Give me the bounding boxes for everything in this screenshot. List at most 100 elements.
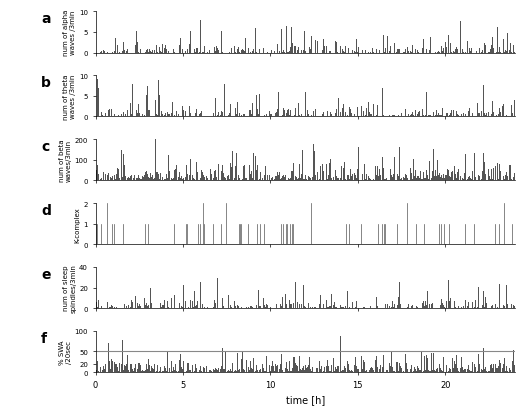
Bar <box>286 304 287 308</box>
Bar <box>406 363 407 372</box>
Bar <box>290 110 292 117</box>
Bar <box>165 114 166 117</box>
Bar <box>464 173 465 181</box>
Bar <box>147 49 148 54</box>
Bar <box>304 370 305 372</box>
Bar <box>144 371 145 372</box>
Bar <box>339 176 340 181</box>
Bar <box>116 364 117 372</box>
Bar <box>483 86 484 117</box>
Bar <box>496 52 497 54</box>
Bar <box>103 51 104 54</box>
Bar <box>408 304 409 308</box>
Bar <box>250 52 251 54</box>
Bar <box>379 51 380 54</box>
Bar <box>236 115 237 117</box>
Bar <box>347 361 348 372</box>
Bar <box>395 116 396 117</box>
Bar <box>397 50 398 54</box>
Bar <box>131 300 132 308</box>
Bar <box>414 176 415 181</box>
Bar <box>459 115 460 117</box>
Bar <box>420 371 421 372</box>
Bar <box>308 365 309 372</box>
Bar <box>424 307 425 308</box>
Bar <box>97 165 98 181</box>
Bar <box>376 298 377 308</box>
Bar <box>195 306 196 308</box>
Bar <box>484 43 485 54</box>
Bar <box>146 364 147 372</box>
Bar <box>412 46 413 54</box>
Bar <box>265 371 266 372</box>
Bar <box>350 110 351 117</box>
Bar <box>183 111 184 117</box>
Bar <box>102 370 103 372</box>
Bar <box>185 178 186 181</box>
Bar <box>388 178 389 181</box>
Bar <box>420 172 421 181</box>
Text: c: c <box>41 140 49 154</box>
Bar <box>106 172 107 181</box>
Bar <box>491 170 492 181</box>
Bar <box>364 307 365 308</box>
Bar <box>264 371 265 372</box>
Bar <box>136 178 137 181</box>
Bar <box>96 302 97 308</box>
Bar <box>318 114 319 117</box>
Bar <box>220 369 221 372</box>
Text: d: d <box>41 204 51 218</box>
Bar <box>323 113 324 117</box>
Bar <box>228 176 229 181</box>
Bar <box>95 368 96 372</box>
Bar <box>213 114 214 117</box>
Bar <box>189 45 190 54</box>
Bar <box>203 175 204 181</box>
Bar <box>486 115 487 117</box>
Bar <box>104 369 105 372</box>
Bar <box>400 180 401 181</box>
Bar <box>304 180 305 181</box>
Bar <box>457 49 458 54</box>
Bar <box>121 153 122 181</box>
Bar <box>384 116 385 117</box>
Bar <box>492 180 493 181</box>
Bar <box>293 164 294 181</box>
Bar <box>299 356 300 372</box>
Bar <box>264 175 265 181</box>
Bar <box>432 172 433 181</box>
Bar <box>409 171 410 181</box>
Bar <box>267 175 268 181</box>
Bar <box>498 180 499 181</box>
Bar <box>133 178 134 181</box>
Bar <box>389 363 390 372</box>
Bar <box>317 173 318 181</box>
Bar <box>320 295 321 308</box>
Bar <box>394 158 395 181</box>
Bar <box>218 164 219 181</box>
Bar <box>448 280 449 308</box>
Bar <box>300 369 301 372</box>
Bar <box>137 369 138 372</box>
Bar <box>181 176 182 181</box>
Bar <box>174 295 175 308</box>
Bar <box>482 306 483 308</box>
Bar <box>432 371 433 372</box>
Bar <box>204 180 205 181</box>
Bar <box>376 50 377 54</box>
Bar <box>473 172 474 181</box>
Bar <box>145 370 146 372</box>
Bar <box>134 115 135 117</box>
Bar <box>301 175 302 181</box>
Bar <box>271 114 272 117</box>
Bar <box>134 52 135 54</box>
Bar <box>237 306 238 308</box>
Bar <box>421 180 422 181</box>
Bar <box>495 304 496 308</box>
Bar <box>274 179 275 181</box>
Bar <box>179 46 180 54</box>
Bar <box>473 358 474 372</box>
Bar <box>212 115 213 117</box>
Bar <box>250 175 251 181</box>
Bar <box>355 357 356 372</box>
